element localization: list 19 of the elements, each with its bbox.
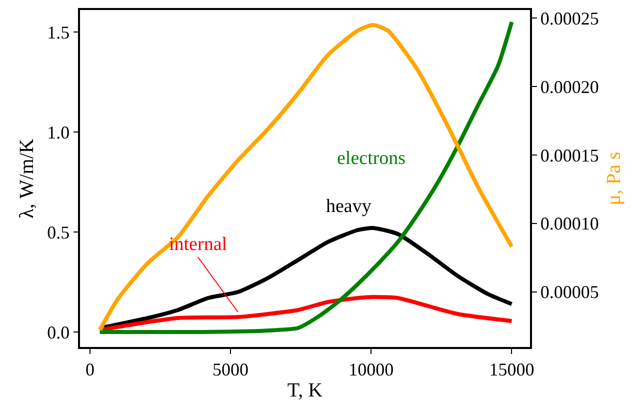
y-tick-label: 1.0 [47,122,70,142]
x-tick-label: 5000 [212,359,249,380]
y2-axis-title: μ, Pa s [602,152,625,206]
x-tick-label: 15000 [489,359,534,380]
y-tick-label: 0.5 [47,222,70,242]
y-tick-label: 1.5 [47,22,70,42]
x-axis-title: T, K [287,379,324,402]
y-tick-label: 0.0 [47,322,70,342]
y-axis-title: λ, W/m/K [16,138,38,218]
x-tick-label: 0 [85,359,94,380]
series-label: electrons [337,148,406,169]
text: internal [169,234,228,255]
y2-tick-label: 0.00010 [540,214,599,234]
y2-tick-label: 0.00020 [540,76,599,97]
series-label: heavy [326,196,372,217]
y2-tick-label: 0.00005 [540,282,599,302]
x-tick-label: 10000 [348,359,394,380]
y2-tick-label: 0.00015 [540,145,599,166]
y2-tick-label: 0.00025 [540,8,599,29]
